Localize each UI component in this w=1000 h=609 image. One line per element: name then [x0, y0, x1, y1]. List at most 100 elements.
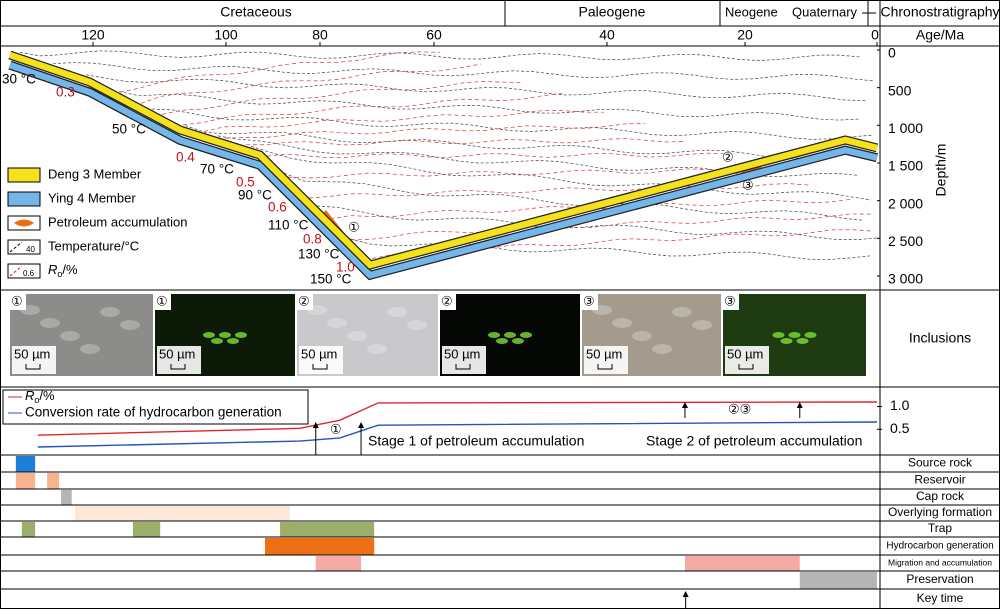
texture	[60, 331, 80, 341]
isotherm	[316, 205, 878, 240]
scale-bar	[738, 364, 754, 370]
event-bar	[315, 556, 362, 571]
stage-arrow-head	[358, 422, 365, 428]
legend-swatch	[7, 191, 41, 207]
texture	[632, 331, 652, 341]
event-bar	[61, 490, 72, 505]
x-tick-label: 60	[426, 27, 442, 43]
ro-isoline	[308, 183, 810, 199]
event-bar	[280, 522, 375, 537]
event-label: Hydrocarbon generation	[886, 541, 993, 552]
event-label: Preservation	[906, 572, 973, 586]
temperature-label: 150 °C	[310, 272, 352, 287]
isotherm	[19, 50, 861, 61]
texture	[40, 318, 60, 328]
scale-label: 50 µm	[301, 346, 337, 361]
isotherm	[151, 108, 873, 140]
ro-isoline	[287, 168, 769, 179]
x-tick-label: 80	[312, 27, 328, 43]
texture	[120, 320, 140, 330]
fluorescence	[203, 332, 215, 338]
texture	[692, 320, 712, 330]
scale-label: 50 µm	[159, 346, 195, 361]
fluorescence	[504, 332, 516, 338]
isotherm	[283, 172, 865, 221]
isotherm	[118, 91, 860, 121]
event-bar	[75, 506, 290, 521]
x-tick-label: 40	[599, 27, 615, 43]
event-label: Migration and accumulation	[888, 557, 992, 567]
row-label: Chronostratigraphy	[880, 4, 999, 20]
isotherm	[250, 145, 872, 201]
legend-label: Ying 4 Member	[48, 190, 136, 205]
burial-band	[8, 61, 878, 279]
scale-bar	[597, 364, 613, 370]
row-label: Inclusions	[909, 330, 971, 346]
isotherm	[52, 62, 874, 82]
event-bar	[21, 522, 36, 537]
label-bg	[155, 294, 171, 310]
legend-swatch	[7, 239, 41, 255]
panel-marker: ③	[583, 293, 595, 308]
fluorescence	[235, 332, 247, 338]
x-tick-label: 20	[737, 27, 753, 43]
fluorescence	[772, 332, 785, 338]
event-label: Trap	[928, 521, 953, 535]
y-tick-label: 2 000	[888, 195, 923, 211]
texture	[652, 344, 672, 354]
ro-sub: o	[34, 395, 39, 405]
legend-icon	[9, 265, 23, 277]
legend-label: Ro/%	[48, 262, 78, 279]
event-bar	[15, 473, 36, 489]
panel-marker: ③	[724, 293, 736, 308]
isolines	[19, 50, 878, 260]
ro-label: 1.0	[336, 260, 355, 275]
marker: ①	[348, 219, 360, 234]
ro-unit: /%	[62, 262, 78, 277]
event-bar	[265, 538, 375, 555]
marker: ③	[742, 177, 754, 192]
legend-icon-label: 0.6	[23, 269, 35, 278]
fluorescence	[219, 332, 231, 338]
isotherm	[85, 74, 867, 101]
y-tick-label: 3 000	[888, 271, 923, 287]
period: Quaternary	[792, 4, 858, 19]
temperature-label: 30 °C	[2, 72, 36, 87]
fluorescence	[496, 338, 508, 344]
x-tick-label: 0	[871, 27, 879, 43]
y-tick-label: 0.5	[890, 420, 910, 436]
event-bar	[799, 572, 877, 589]
stage-arrow-head	[681, 402, 688, 408]
event-label: Overlying formation	[888, 505, 992, 519]
legend-label: Petroleum accumulation	[48, 214, 187, 229]
texture	[387, 307, 407, 317]
y-tick-label: 500	[888, 82, 912, 98]
event-bar	[684, 556, 800, 571]
temperature-label: 130 °C	[298, 247, 340, 262]
maturity-line	[37, 401, 878, 436]
panel-marker: ②	[441, 293, 453, 308]
annotation: Stage 1 of petroleum accumulation	[368, 433, 584, 449]
temperature-label: 50 °C	[112, 122, 146, 137]
stage-arrow-head	[312, 422, 319, 428]
ro-label: 0.5	[236, 175, 255, 190]
ro-isoline	[245, 138, 687, 146]
event-bar	[15, 456, 36, 472]
period: Paleogene	[579, 4, 646, 20]
panel-marker: ②	[298, 293, 310, 308]
annotation: ①	[330, 421, 342, 436]
event-label: Cap rock	[916, 489, 965, 503]
ro-label: 0.6	[268, 200, 287, 215]
burial-band	[8, 51, 878, 269]
y-tick-label: 1.0	[890, 397, 910, 413]
ro-isoline	[203, 110, 604, 132]
legend-label: Conversion rate of hydrocarbon generatio…	[25, 405, 282, 420]
fluorescence	[211, 338, 223, 344]
temperature-label: 110 °C	[268, 218, 309, 233]
ro-label: 0.3	[56, 85, 75, 100]
scale-label: 50 µm	[586, 346, 622, 361]
legend-swatch	[7, 263, 41, 279]
scale-label: 50 µm	[14, 346, 50, 361]
y-tick-label: 1 000	[888, 120, 923, 136]
texture	[80, 344, 100, 354]
